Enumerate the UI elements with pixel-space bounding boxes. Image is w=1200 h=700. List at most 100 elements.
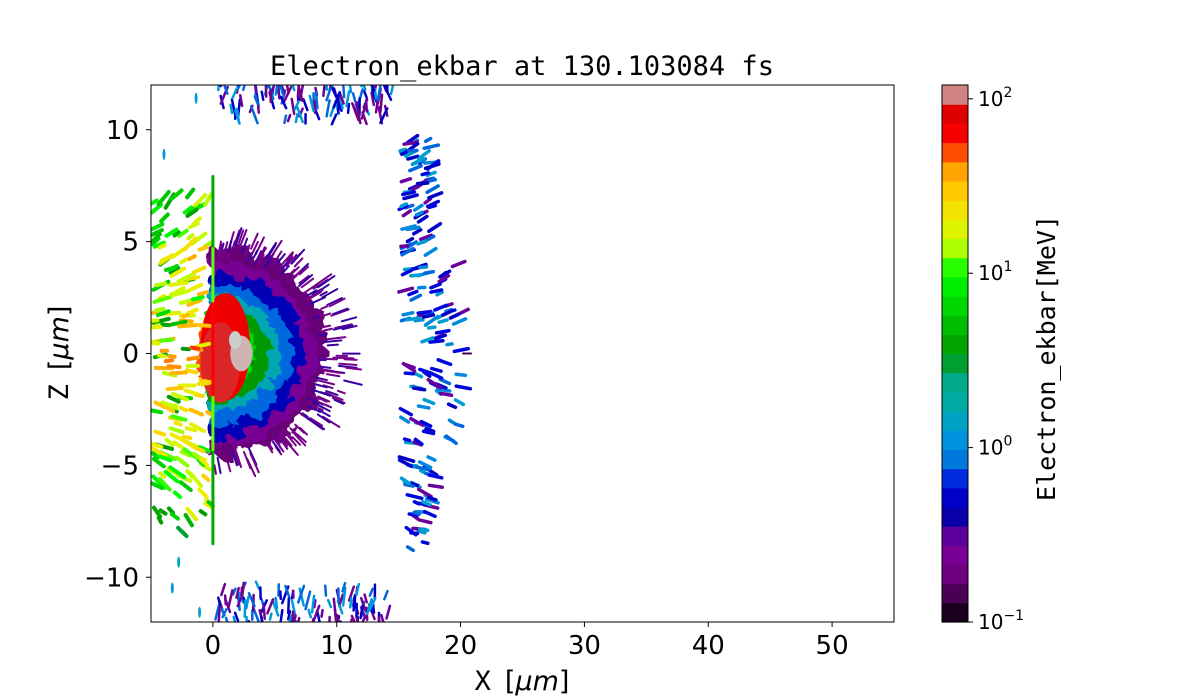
halo-spike bbox=[320, 312, 332, 318]
front-plume-streak bbox=[184, 368, 199, 375]
front-plume-streak bbox=[166, 394, 181, 404]
bottom-edge-streak bbox=[347, 585, 356, 602]
bottom-edge-streak bbox=[385, 604, 392, 620]
halo-spike bbox=[286, 269, 302, 285]
halo-spike bbox=[292, 431, 307, 447]
colorbar-tick-label: 101 bbox=[978, 259, 1012, 285]
top-edge-streak bbox=[302, 98, 309, 112]
halo-spike bbox=[343, 379, 363, 386]
top-edge-streak bbox=[290, 97, 296, 116]
bottom-edge-streak bbox=[260, 614, 264, 622]
colorbar-tick-label: 102 bbox=[978, 85, 1012, 111]
front-plume-streak bbox=[156, 189, 171, 207]
colorbar-band bbox=[942, 372, 968, 393]
rear-sheath-streak bbox=[413, 371, 424, 379]
halo-spike bbox=[259, 247, 268, 258]
top-edge-streak bbox=[283, 114, 288, 125]
top-edge-streak bbox=[363, 90, 368, 99]
bottom-edge-streak bbox=[292, 614, 297, 622]
front-plume-streak bbox=[185, 506, 199, 522]
colorbar-band bbox=[942, 545, 968, 566]
bottom-edge-streak bbox=[310, 594, 316, 614]
top-edge-streak bbox=[379, 107, 389, 124]
front-plume-streak bbox=[178, 405, 189, 413]
colorbar-band bbox=[942, 85, 968, 105]
halo-spike bbox=[265, 241, 277, 260]
halo-spike bbox=[319, 290, 328, 297]
top-edge-streak bbox=[237, 85, 242, 89]
halo-spike bbox=[336, 389, 346, 395]
bottom-edge-streak bbox=[216, 596, 222, 606]
bottom-edge-streak bbox=[227, 589, 234, 609]
front-plume-streak bbox=[179, 257, 189, 265]
bottom-edge-streak bbox=[324, 584, 328, 597]
bottom-edge-streak bbox=[332, 597, 337, 617]
rear-sheath-streak bbox=[423, 314, 440, 327]
colorbar-band bbox=[942, 583, 968, 604]
rear-sheath-streak bbox=[422, 397, 436, 406]
halo-spike bbox=[316, 413, 331, 424]
front-plume-streak bbox=[151, 505, 163, 519]
halo-spike bbox=[264, 440, 274, 454]
front-plume-streak bbox=[197, 487, 209, 499]
halo-spike bbox=[271, 440, 281, 452]
rear-sheath-streak bbox=[401, 311, 415, 317]
front-plume-streak bbox=[185, 275, 201, 282]
bottom-edge-streak bbox=[296, 616, 301, 622]
rear-sheath-streak bbox=[426, 378, 443, 390]
halo-spike bbox=[318, 357, 338, 361]
bottom-edge-streak bbox=[246, 625, 247, 641]
bottom-edge-streak bbox=[243, 598, 247, 618]
y-tick-label: 5 bbox=[122, 228, 139, 258]
front-plume-streak bbox=[158, 471, 167, 479]
halo-spike bbox=[234, 227, 243, 247]
bottom-edge-streak bbox=[261, 624, 264, 632]
bottom-edge-streak bbox=[235, 586, 240, 599]
halo-spike bbox=[313, 382, 328, 389]
front-plume-streak bbox=[182, 236, 198, 252]
colorbar-frame bbox=[941, 84, 969, 623]
rear-sheath-streak bbox=[397, 286, 415, 294]
bottom-edge-streak bbox=[286, 609, 292, 621]
rear-sheath-streak bbox=[426, 455, 437, 462]
rear-sheath-streak bbox=[412, 203, 424, 212]
halo-spike bbox=[276, 253, 286, 265]
halo-spike bbox=[308, 289, 318, 296]
top-edge-streak bbox=[229, 103, 234, 115]
rear-sheath-streak bbox=[428, 339, 445, 344]
bottom-edge-streak bbox=[232, 615, 237, 622]
front-plume-streak bbox=[151, 474, 167, 490]
front-plume-streak bbox=[185, 207, 199, 218]
bottom-edge-streak bbox=[229, 623, 235, 637]
rear-sheath-streak bbox=[399, 202, 409, 208]
halo-spike bbox=[326, 343, 340, 347]
front-plume-streak bbox=[151, 456, 166, 469]
halo-spike bbox=[270, 239, 283, 258]
bottom-edge-streak bbox=[220, 607, 226, 617]
rear-sheath-streak bbox=[418, 367, 433, 375]
bottom-edge-streak bbox=[361, 617, 366, 622]
front-plume-streak bbox=[185, 468, 194, 479]
x-tick-label: 30 bbox=[568, 631, 601, 661]
colorbar-band bbox=[942, 353, 968, 374]
rear-sheath-streak bbox=[400, 246, 415, 257]
rear-sheath-streak bbox=[409, 293, 423, 302]
bottom-edge-streak bbox=[247, 619, 251, 622]
rear-sheath-streak bbox=[425, 199, 441, 209]
speck bbox=[177, 556, 181, 568]
bottom-edge-streak bbox=[221, 626, 226, 639]
front-plume-streak bbox=[183, 388, 199, 396]
colorbar-band bbox=[942, 526, 968, 546]
halo-spike bbox=[222, 241, 229, 259]
bottom-edge-streak bbox=[291, 610, 295, 622]
front-plume-streak bbox=[186, 298, 203, 307]
halo-spike bbox=[303, 283, 319, 294]
rear-sheath-streak bbox=[453, 422, 465, 429]
colorbar-band bbox=[942, 506, 968, 527]
halo-spike bbox=[312, 315, 321, 320]
rear-sheath-streak bbox=[405, 225, 421, 232]
halo-spike bbox=[345, 366, 363, 371]
rear-sheath-streak bbox=[438, 269, 452, 279]
top-edge-streak bbox=[313, 99, 317, 115]
front-plume-streak bbox=[170, 289, 190, 298]
